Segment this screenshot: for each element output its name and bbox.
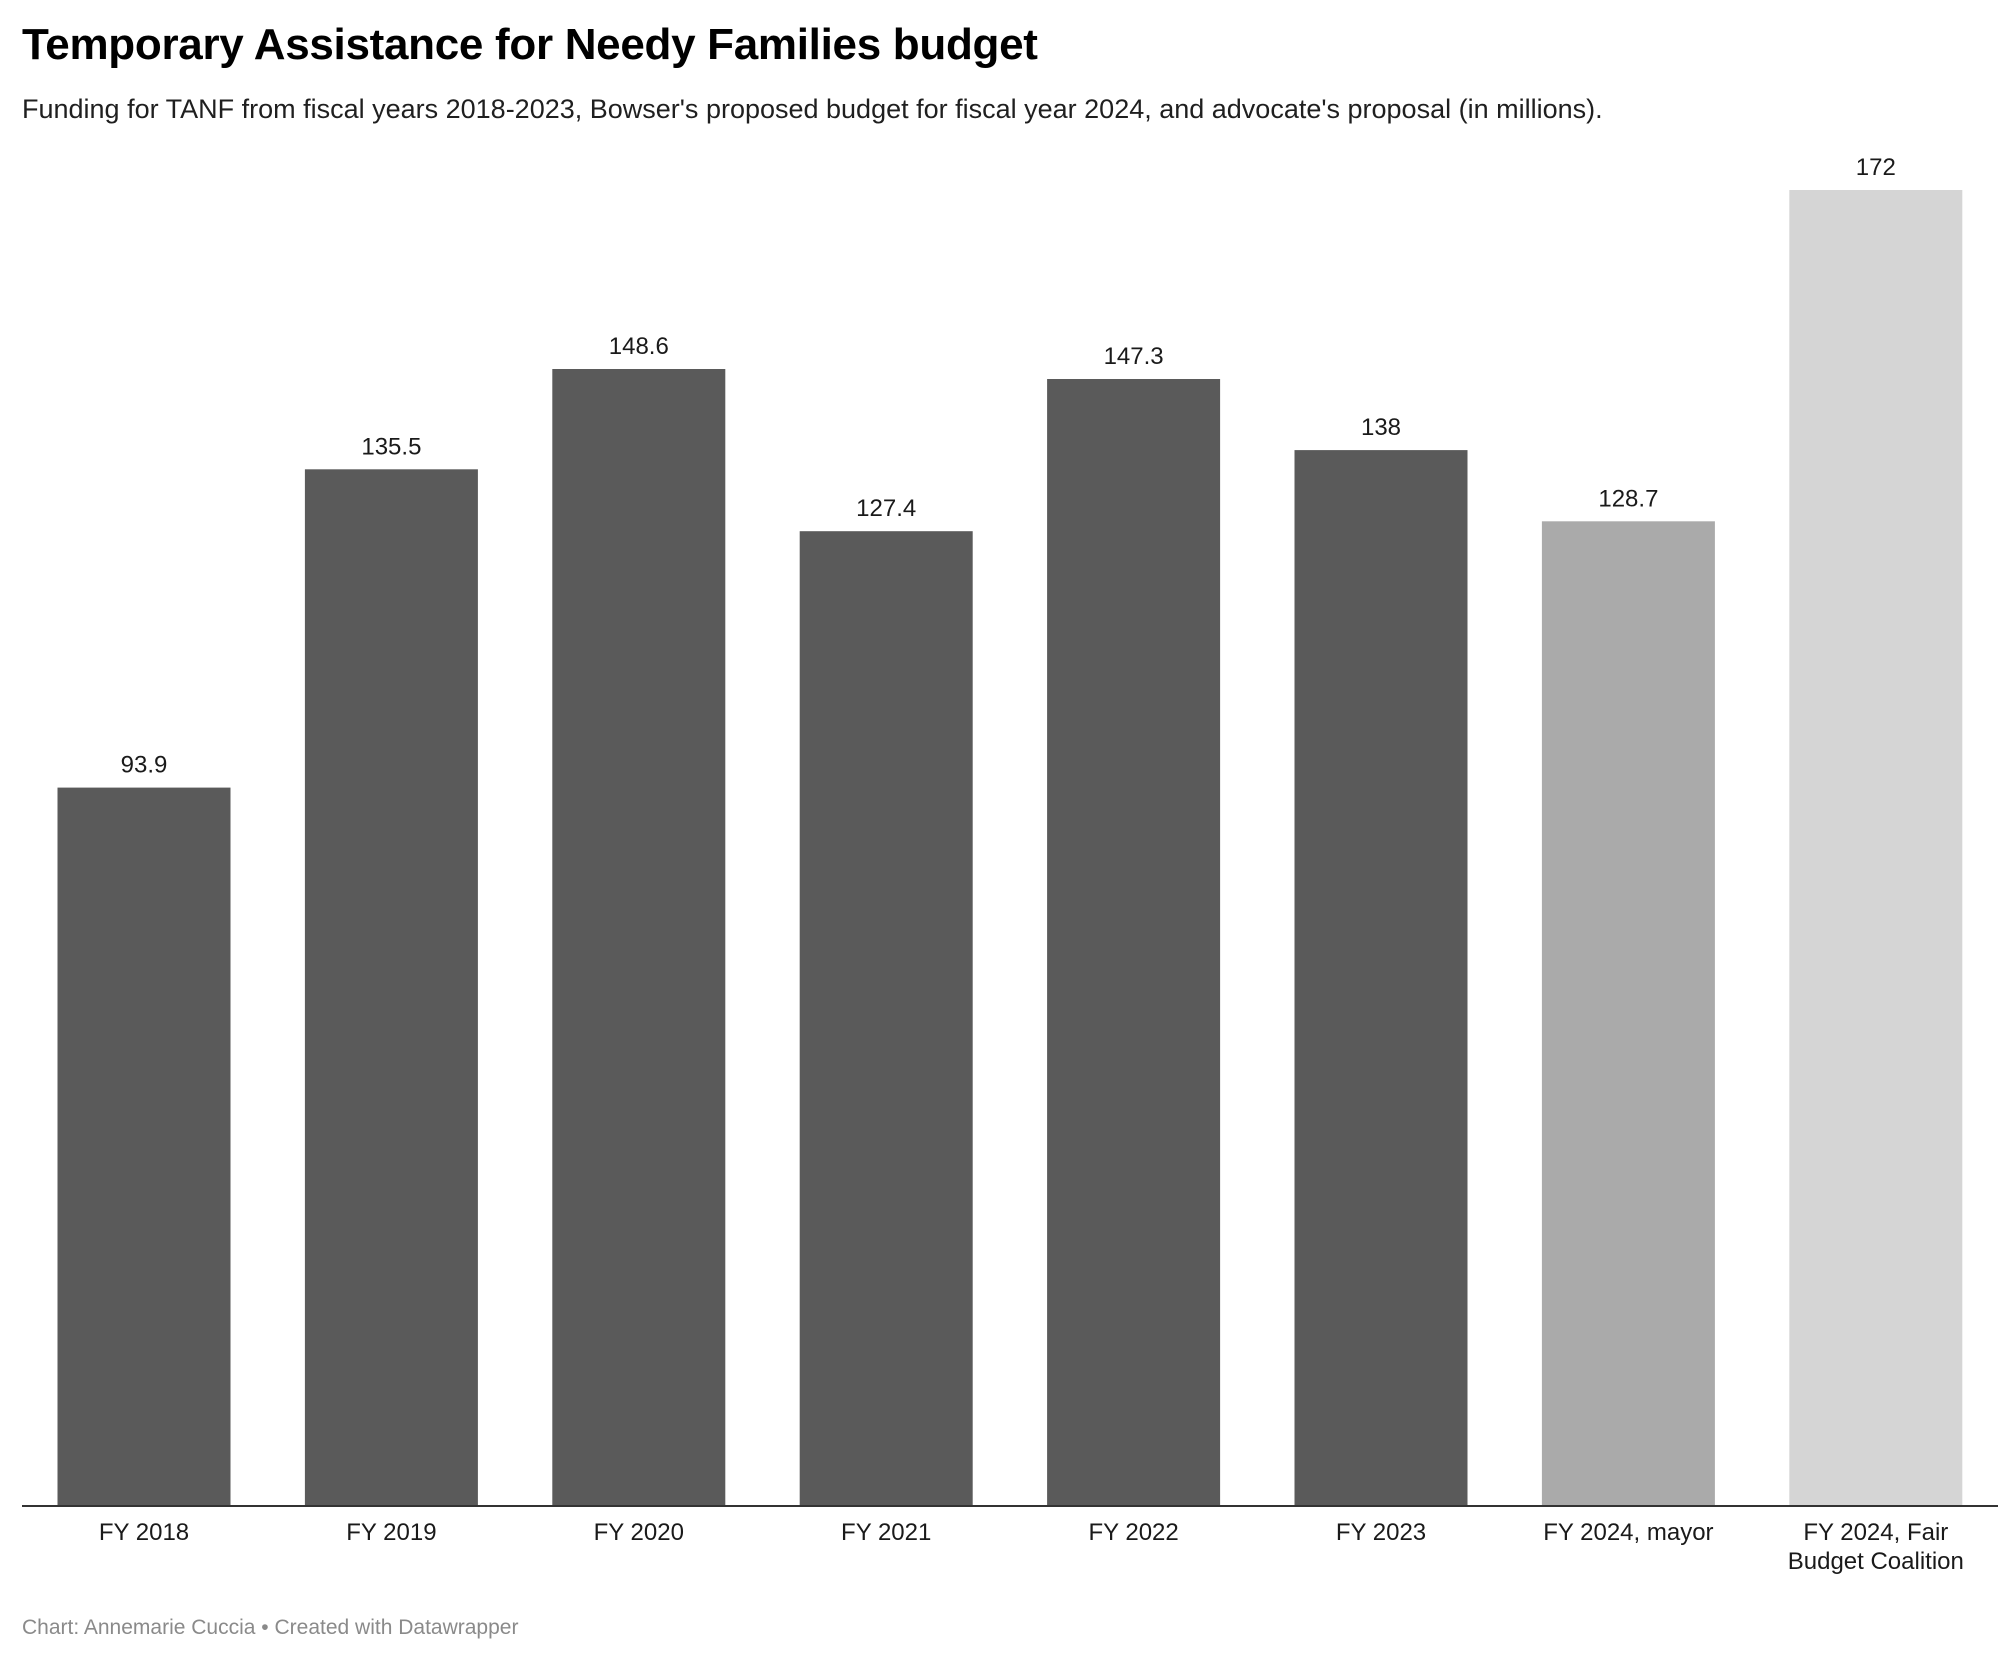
category-label-line: Budget Coalition [1788, 1548, 1964, 1575]
category-label-line: FY 2023 [1336, 1519, 1426, 1546]
bar [57, 787, 231, 1506]
category-label-line: FY 2024, mayor [1543, 1519, 1713, 1546]
bar-value-label: 93.9 [121, 752, 168, 779]
category-label: FY 2022 [1088, 1519, 1178, 1546]
category-label: FY 2021 [841, 1519, 931, 1546]
category-label: FY 2018 [99, 1519, 189, 1546]
category-label-line: FY 2018 [99, 1519, 189, 1546]
category-label: FY 2019 [346, 1519, 436, 1546]
category-label: FY 2020 [594, 1519, 684, 1546]
bar [304, 469, 478, 1506]
bar [1047, 379, 1221, 1506]
bar-value-label: 128.7 [1598, 485, 1658, 512]
bar [1541, 521, 1715, 1506]
bar [1789, 190, 1963, 1506]
category-label: FY 2024, mayor [1543, 1519, 1713, 1546]
bar-value-label: 127.4 [856, 495, 916, 522]
chart-title: Temporary Assistance for Needy Families … [22, 20, 1038, 69]
bars-group [57, 190, 1963, 1507]
bar [552, 369, 726, 1506]
bar [1294, 450, 1468, 1507]
category-label-line: FY 2022 [1088, 1519, 1178, 1546]
bar-value-label: 147.3 [1104, 343, 1164, 370]
category-label: FY 2024, Fair Budget Coalition [1788, 1519, 1964, 1575]
footer-separator: • [261, 1616, 269, 1639]
created-with-credit: Created with Datawrapper [274, 1616, 519, 1639]
bar [799, 531, 973, 1506]
chart-subtitle: Funding for TANF from fiscal years 2018-… [22, 94, 1603, 124]
category-label-line: FY 2020 [594, 1519, 684, 1546]
bar-value-label: 138 [1361, 414, 1401, 441]
bar-value-label: 172 [1856, 154, 1896, 181]
category-label-line: FY 2019 [346, 1519, 436, 1546]
value-labels-group: 93.9 135.5 148.6 127.4 147.3 138 128.7 172 [121, 154, 1896, 779]
chart-footer: Chart: Annemarie Cuccia • Created with D… [22, 1616, 518, 1640]
bar-value-label: 135.5 [361, 433, 421, 460]
bar-value-label: 148.6 [609, 333, 669, 360]
category-label-line: FY 2024, Fair [1803, 1519, 1948, 1546]
chart-credit: Chart: Annemarie Cuccia [22, 1616, 256, 1639]
category-labels-group: FY 2018 FY 2019 FY 2020 FY 2021 FY 2022 FY 20… [99, 1519, 1964, 1575]
category-label: FY 2023 [1336, 1519, 1426, 1546]
category-label-line: FY 2021 [841, 1519, 931, 1546]
